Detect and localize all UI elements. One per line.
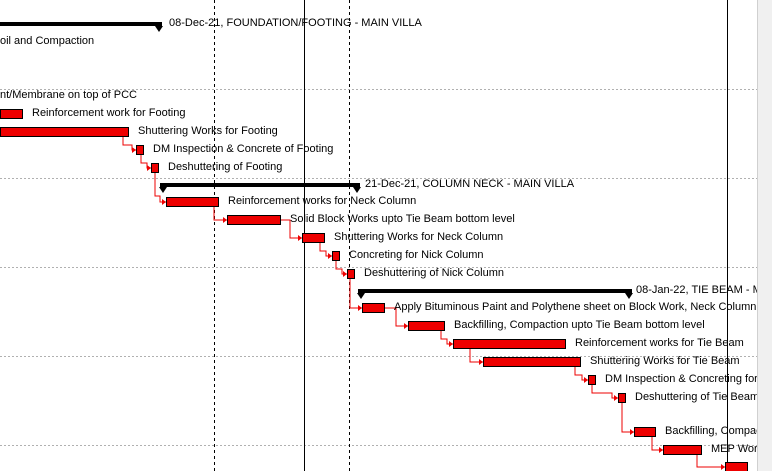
summary-bar-end-marker bbox=[353, 187, 361, 193]
task-bar bbox=[347, 269, 355, 279]
link-arrowhead bbox=[659, 447, 663, 453]
task-label: Backfilling, Compaction upto Tie Beam bo… bbox=[454, 319, 705, 331]
task-bar bbox=[483, 357, 581, 367]
task-label: MEP Works bbox=[711, 443, 769, 455]
summary-label: 08-Jan-22, TIE BEAM - MAI bbox=[636, 284, 772, 296]
summary-bar-start-marker bbox=[159, 187, 167, 193]
task-label: Deshuttering of Footing bbox=[168, 161, 283, 173]
task-label: Shuttering Works for Tie Beam bbox=[590, 355, 740, 367]
summary-bar-start-marker bbox=[357, 293, 365, 299]
vertical-scrollbar[interactable] bbox=[757, 0, 772, 471]
link-arrowhead bbox=[343, 271, 347, 277]
task-bar bbox=[408, 321, 445, 331]
task-label: Apply Bituminous Paint and Polythene she… bbox=[394, 301, 757, 313]
task-label: Concreting for Nick Column bbox=[349, 249, 484, 261]
task-bar bbox=[588, 375, 596, 385]
dependency-link bbox=[319, 243, 332, 257]
task-label: DM Inspection & Concrete of Footing bbox=[153, 143, 334, 155]
task-bar bbox=[0, 109, 23, 119]
task-bar bbox=[302, 233, 325, 243]
link-arrowhead bbox=[132, 147, 136, 153]
link-arrowhead bbox=[630, 429, 634, 435]
link-arrowhead bbox=[147, 165, 151, 171]
task-bar bbox=[362, 303, 385, 313]
link-arrowhead bbox=[614, 395, 618, 401]
task-label: Shuttering Works for Neck Column bbox=[334, 231, 504, 243]
summary-bar-end-marker bbox=[625, 293, 633, 299]
task-label: Backfilling, Compactio bbox=[665, 425, 772, 437]
task-bar bbox=[166, 197, 219, 207]
dependency-link bbox=[651, 437, 663, 451]
link-arrowhead bbox=[162, 199, 166, 205]
dependency-link bbox=[384, 307, 408, 327]
task-bar bbox=[136, 145, 144, 155]
summary-bar bbox=[358, 289, 632, 293]
dependency-link bbox=[213, 207, 227, 221]
dependency-link bbox=[469, 349, 483, 363]
dependency-link bbox=[122, 137, 136, 151]
dependency-link bbox=[140, 155, 151, 169]
dependency-link bbox=[696, 455, 725, 468]
link-arrowhead bbox=[328, 253, 332, 259]
task-label: Reinforcement works for Neck Column bbox=[228, 195, 417, 207]
link-arrowhead bbox=[721, 464, 725, 470]
task-bar bbox=[332, 251, 340, 261]
link-arrowhead bbox=[358, 305, 362, 311]
task-label: Deshuttering of Tie Beam bbox=[635, 391, 760, 403]
task-label: Shuttering Works for Footing bbox=[138, 125, 278, 137]
dependency-link bbox=[574, 367, 588, 381]
task-label: DM Inspection & Concreting for Tie bbox=[605, 373, 772, 385]
task-bar bbox=[634, 427, 656, 437]
task-label: Reinforcement work for Footing bbox=[32, 107, 186, 119]
task-bar bbox=[725, 462, 748, 471]
dependency-link bbox=[280, 219, 302, 239]
dependency-links bbox=[122, 137, 725, 470]
link-arrowhead bbox=[298, 235, 302, 241]
link-arrowhead bbox=[449, 341, 453, 347]
summary-bar bbox=[0, 22, 162, 26]
link-arrowhead bbox=[223, 217, 227, 223]
task-bar bbox=[663, 445, 702, 455]
task-label: Reinforcement works for Tie Beam bbox=[575, 337, 744, 349]
summary-bar bbox=[160, 183, 360, 187]
task-bar bbox=[0, 127, 129, 137]
task-bar bbox=[453, 339, 566, 349]
task-label: nt/Membrane on top of PCC bbox=[0, 89, 137, 101]
dependency-link bbox=[440, 331, 453, 345]
link-arrowhead bbox=[404, 323, 408, 329]
link-arrowhead bbox=[479, 359, 483, 365]
summary-label: 21-Dec-21, COLUMN NECK - MAIN VILLA bbox=[365, 178, 575, 190]
gantt-bars bbox=[0, 22, 748, 471]
task-label: oil and Compaction bbox=[0, 35, 95, 47]
task-label: Deshuttering of Nick Column bbox=[364, 267, 505, 279]
summary-bar-end-marker bbox=[155, 26, 163, 32]
link-arrowhead bbox=[584, 377, 588, 383]
summary-label: 08-Dec-21, FOUNDATION/FOOTING - MAIN VIL… bbox=[169, 17, 422, 29]
task-bar bbox=[227, 215, 281, 225]
task-label: Solid Block Works upto Tie Beam bottom l… bbox=[290, 213, 515, 225]
dependency-link bbox=[621, 403, 634, 433]
task-bar bbox=[151, 163, 159, 173]
task-bar bbox=[618, 393, 626, 403]
